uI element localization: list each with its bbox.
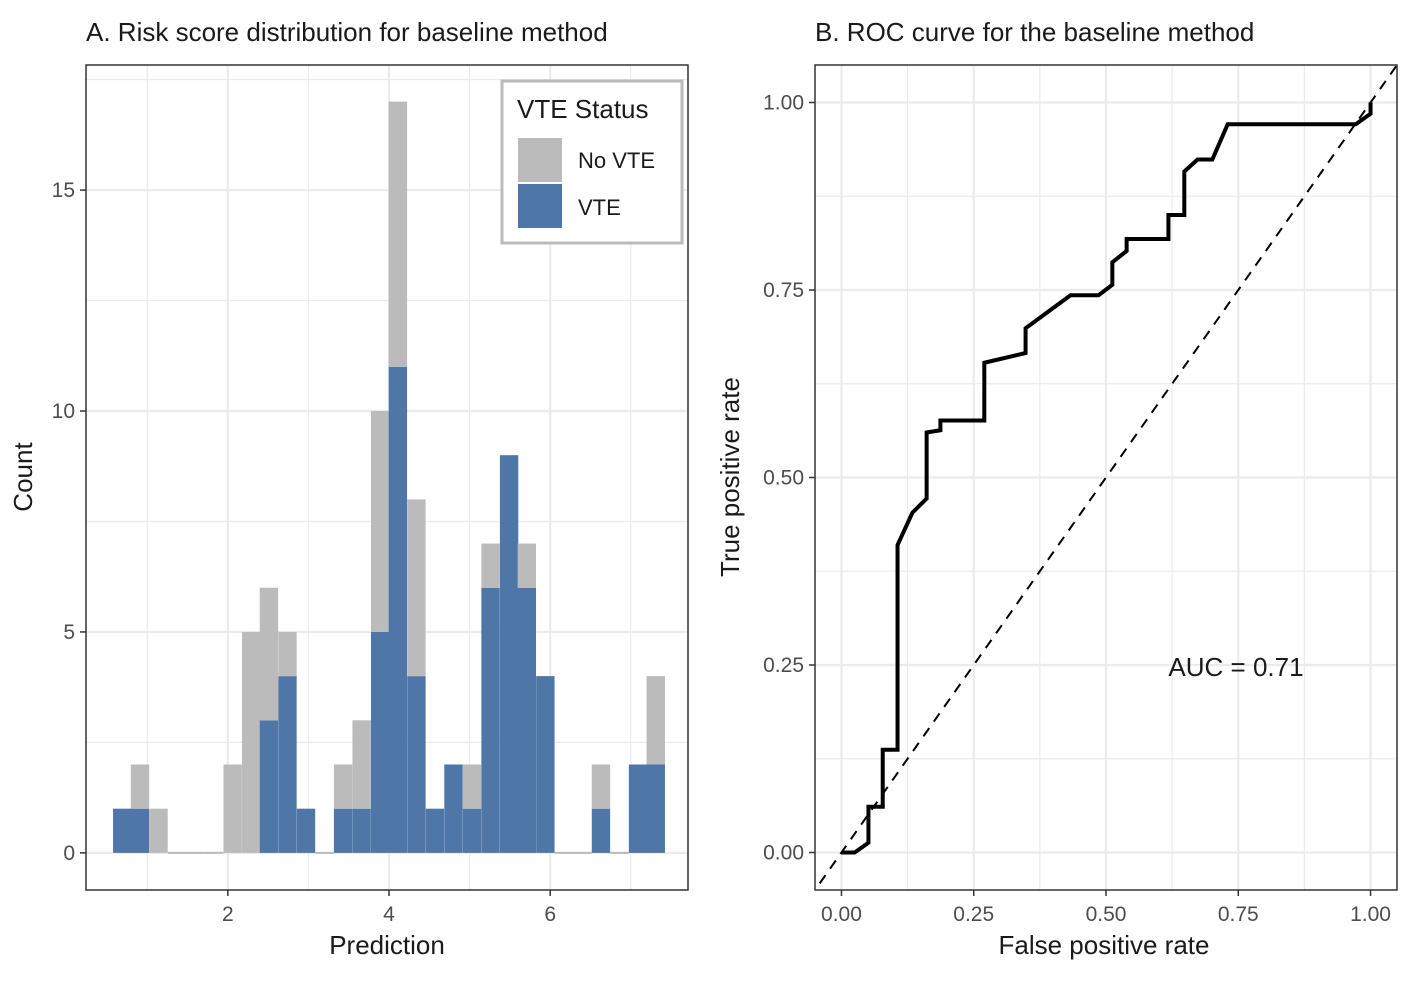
y-tick-label: 0.50 bbox=[763, 467, 804, 490]
y-tick-label: 0.25 bbox=[763, 654, 804, 677]
legend-swatch-vte bbox=[518, 184, 562, 228]
y-tick-label: 15 bbox=[52, 179, 75, 202]
panel-a-bars bbox=[113, 101, 665, 854]
bar-vte bbox=[130, 808, 150, 853]
y-tick-label: 0.00 bbox=[763, 842, 804, 865]
y-tick-label: 10 bbox=[52, 400, 75, 423]
bar-no-vte bbox=[259, 587, 279, 721]
bar-vte bbox=[407, 676, 426, 853]
bar-no-vte bbox=[646, 676, 665, 765]
bar-no-vte bbox=[517, 543, 537, 588]
bar-no-vte bbox=[352, 720, 371, 809]
x-tick-label: 0.50 bbox=[1086, 903, 1127, 926]
x-tick-label: 6 bbox=[544, 903, 556, 926]
panel-b-title: B. ROC curve for the baseline method bbox=[815, 17, 1254, 47]
y-tick-label: 1.00 bbox=[763, 92, 804, 115]
bar-no-vte bbox=[130, 764, 150, 809]
bar-vte bbox=[370, 631, 390, 853]
bar-vte bbox=[296, 808, 316, 853]
bar-vte bbox=[352, 808, 371, 853]
diagonal-reference-line bbox=[815, 65, 1397, 890]
x-tick-label: 0.00 bbox=[821, 903, 862, 926]
bar-vte bbox=[388, 366, 408, 853]
bar-vte bbox=[628, 764, 648, 853]
bar-vte bbox=[259, 720, 279, 853]
legend-label-vte: VTE bbox=[578, 195, 621, 220]
x-tick-label: 1.00 bbox=[1350, 903, 1391, 926]
bar-vte bbox=[591, 808, 611, 853]
bar-no-vte bbox=[388, 101, 408, 367]
panel-a-border bbox=[85, 64, 689, 891]
legend-label-no-vte: No VTE bbox=[578, 148, 655, 173]
bar-vte bbox=[536, 676, 555, 853]
bar-vte bbox=[462, 808, 482, 853]
y-tick-label: 0 bbox=[63, 842, 75, 865]
bar-vte bbox=[481, 587, 500, 853]
y-axis-label-a: Count bbox=[8, 442, 38, 512]
roc-curve bbox=[841, 102, 1373, 855]
bar-vte bbox=[425, 808, 445, 853]
x-tick-label: 0.25 bbox=[953, 903, 994, 926]
panel-a-title: A. Risk score distribution for baseline … bbox=[86, 17, 608, 47]
panel-a-ticks: 2 4 6 0 5 10 15 bbox=[52, 179, 556, 926]
bar-no-vte bbox=[278, 631, 297, 677]
y-tick-label: 0.75 bbox=[763, 279, 804, 302]
bar-vte bbox=[278, 676, 297, 853]
bar-no-vte bbox=[591, 764, 611, 809]
bar-vte bbox=[444, 764, 463, 853]
y-axis-label-b: True positive rate bbox=[715, 377, 745, 577]
bar-vte bbox=[646, 764, 665, 853]
legend-swatch-no-vte bbox=[518, 138, 562, 182]
legend-title: VTE Status bbox=[517, 94, 649, 124]
bar-no-vte bbox=[149, 808, 168, 853]
auc-annotation: AUC = 0.71 bbox=[1168, 652, 1303, 682]
bar-vte bbox=[499, 455, 519, 853]
panel-b-ticks: 0.00 0.25 0.50 0.75 1.00 0.00 0.25 0.50 0.75 1.00 bbox=[763, 92, 1391, 927]
bar-no-vte bbox=[242, 631, 261, 853]
bar-no-vte bbox=[333, 764, 353, 809]
x-axis-label-a: Prediction bbox=[329, 930, 445, 960]
bar-vte bbox=[333, 808, 353, 853]
y-tick-label: 5 bbox=[63, 621, 75, 644]
bar-no-vte bbox=[223, 764, 242, 853]
panel-a-histogram: A. Risk score distribution for baseline … bbox=[8, 17, 689, 960]
x-tick-label: 2 bbox=[222, 903, 234, 926]
x-tick-label: 0.75 bbox=[1218, 903, 1259, 926]
panel-b-roc: B. ROC curve for the baseline method 0.0… bbox=[715, 17, 1398, 960]
bar-vte bbox=[517, 587, 537, 853]
panel-b-grid bbox=[815, 65, 1397, 890]
x-tick-label: 4 bbox=[383, 903, 395, 926]
bar-no-vte bbox=[462, 764, 482, 809]
bar-no-vte bbox=[407, 499, 426, 677]
legend: VTE Status No VTE VTE bbox=[500, 79, 684, 245]
bar-vte bbox=[113, 808, 132, 853]
bar-no-vte bbox=[370, 410, 390, 632]
bar-no-vte bbox=[481, 543, 500, 588]
panel-b-lines bbox=[815, 65, 1397, 890]
x-axis-label-b: False positive rate bbox=[999, 930, 1210, 960]
